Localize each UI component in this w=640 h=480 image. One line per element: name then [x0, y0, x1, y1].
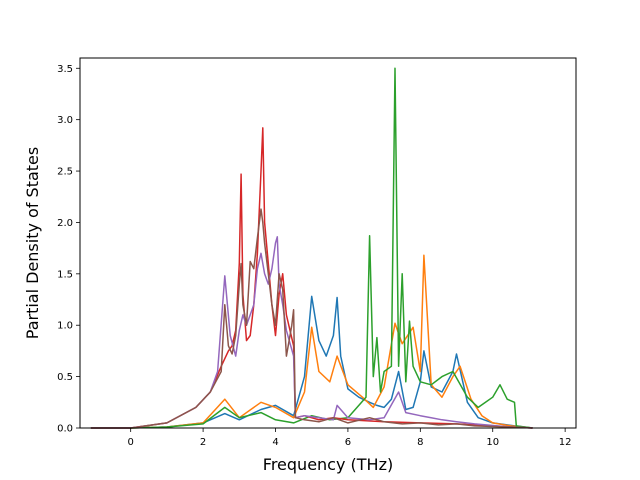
y-tick-label: 0.0: [57, 424, 73, 435]
x-tick-label: 10: [486, 437, 499, 448]
series-line-6: [90, 208, 533, 429]
x-tick-label: 12: [559, 437, 572, 448]
y-tick-label: 2.0: [57, 218, 73, 229]
x-axis: 0 2 4 6 8 10 12: [127, 428, 572, 448]
series-line-4: [90, 127, 533, 429]
x-tick-label: 8: [417, 437, 423, 448]
x-axis-label: Frequency (THz): [263, 455, 393, 474]
y-tick-label: 3.0: [57, 115, 73, 126]
series-line-3: [90, 67, 533, 429]
y-tick-label: 2.5: [57, 167, 73, 178]
plot-frame: [79, 57, 577, 429]
y-tick-label: 1.0: [57, 321, 73, 332]
y-axis-label: Partial Density of States: [23, 147, 42, 339]
x-tick-label: 0: [127, 437, 133, 448]
y-tick-label: 3.5: [57, 64, 73, 75]
y-tick-label: 0.5: [57, 372, 73, 383]
series-line-2: [90, 254, 533, 429]
series-layer: [90, 67, 533, 429]
x-tick-label: 6: [345, 437, 351, 448]
y-axis: 0.0 0.5 1.0 1.5 2.0 2.5 3.0 3.5: [57, 64, 80, 435]
y-tick-label: 1.5: [57, 269, 73, 280]
x-tick-label: 2: [200, 437, 206, 448]
x-tick-label: 4: [272, 437, 278, 448]
